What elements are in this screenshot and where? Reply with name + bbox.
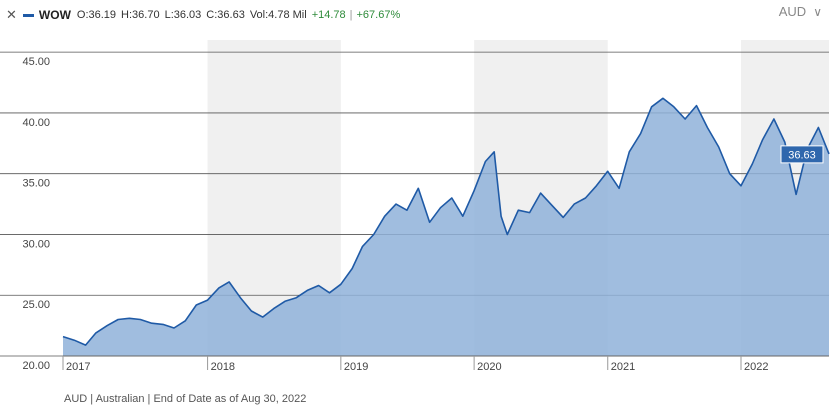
price-area xyxy=(63,98,829,357)
xtick-label: 2018 xyxy=(211,361,235,373)
ytick-label: 45.00 xyxy=(22,56,50,68)
xtick-label: 2022 xyxy=(744,361,768,373)
price-chart[interactable]: 45.00 40.00 35.00 30.00 25.00 20.00 2017 2018 20… xyxy=(0,0,834,390)
volume: Vol:4.78 Mil xyxy=(249,9,307,21)
price-change-percent: +67.67% xyxy=(356,9,401,21)
ytick-label: 25.00 xyxy=(22,299,50,311)
close-icon[interactable]: ✕ xyxy=(6,7,17,22)
last-value-label: 36.63 xyxy=(788,149,816,161)
open-price: O:36.19 xyxy=(76,9,117,21)
xtick-label: 2021 xyxy=(611,361,635,373)
ytick-label: 40.00 xyxy=(22,117,50,129)
xtick-label: 2017 xyxy=(66,361,90,373)
ytick-label: 30.00 xyxy=(22,238,50,250)
currency-selector[interactable]: AUD ∨ xyxy=(779,4,822,19)
ytick-label: 35.00 xyxy=(22,178,50,190)
chevron-down-icon: ∨ xyxy=(813,4,822,19)
currency-value: AUD xyxy=(778,4,807,19)
price-change: +14.78 xyxy=(311,9,346,21)
high-price: H:36.70 xyxy=(121,9,160,21)
price-line xyxy=(62,97,830,346)
change-separator: | xyxy=(349,9,353,21)
low-price: L:36.03 xyxy=(164,9,202,21)
series-swatch xyxy=(22,13,34,17)
close-price: C:36.63 xyxy=(206,9,245,21)
last-value-badge xyxy=(780,145,824,164)
chart-header: ✕ WOW O:36.19 H:36.70 L:36.03 C:36.63 Vo… xyxy=(6,6,400,24)
xtick-label: 2020 xyxy=(477,361,501,373)
ticker-symbol: WOW xyxy=(38,8,71,22)
chart-footer: AUD | Australian | End of Date as of Aug… xyxy=(64,393,307,405)
xtick-label: 2019 xyxy=(344,361,368,373)
ytick-label: 20.00 xyxy=(22,360,50,372)
